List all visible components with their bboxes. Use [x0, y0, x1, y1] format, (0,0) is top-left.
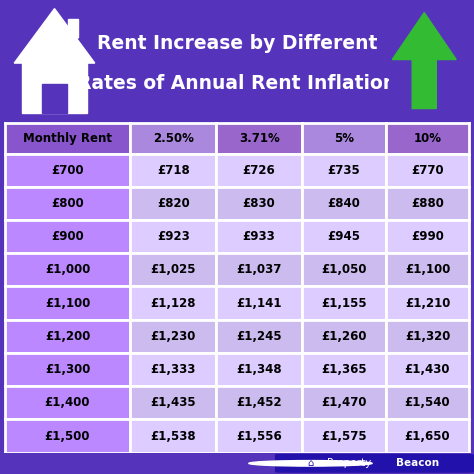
- Text: £933: £933: [243, 230, 275, 243]
- Text: £770: £770: [411, 164, 444, 177]
- Text: £1,100: £1,100: [405, 264, 450, 276]
- Text: £1,050: £1,050: [321, 264, 366, 276]
- Text: £1,452: £1,452: [236, 396, 282, 410]
- Text: £1,210: £1,210: [405, 297, 450, 310]
- Text: £1,333: £1,333: [150, 363, 196, 376]
- Text: £1,128: £1,128: [150, 297, 196, 310]
- Text: £1,320: £1,320: [405, 330, 450, 343]
- Text: Monthly Rent: Monthly Rent: [23, 132, 112, 145]
- Text: £726: £726: [243, 164, 275, 177]
- Text: £1,100: £1,100: [45, 297, 90, 310]
- Text: £1,025: £1,025: [150, 264, 196, 276]
- Text: Rates of Annual Rent Inflation: Rates of Annual Rent Inflation: [77, 74, 397, 93]
- Text: £1,348: £1,348: [236, 363, 282, 376]
- Text: 5%: 5%: [334, 132, 354, 145]
- Text: 3.71%: 3.71%: [239, 132, 280, 145]
- Text: £830: £830: [243, 197, 275, 210]
- Polygon shape: [14, 9, 95, 63]
- Polygon shape: [22, 61, 87, 113]
- Text: £1,650: £1,650: [405, 429, 450, 443]
- Text: Property: Property: [327, 458, 374, 468]
- Text: £1,155: £1,155: [321, 297, 367, 310]
- Polygon shape: [42, 84, 66, 113]
- Text: £800: £800: [51, 197, 84, 210]
- Text: £923: £923: [157, 230, 190, 243]
- Text: £1,575: £1,575: [321, 429, 367, 443]
- Polygon shape: [392, 13, 456, 109]
- Text: £880: £880: [411, 197, 444, 210]
- Text: £1,000: £1,000: [45, 264, 90, 276]
- Text: £1,230: £1,230: [150, 330, 196, 343]
- Text: 2.50%: 2.50%: [153, 132, 193, 145]
- Text: £900: £900: [51, 230, 84, 243]
- Text: £1,435: £1,435: [150, 396, 196, 410]
- Text: £735: £735: [328, 164, 360, 177]
- Text: £700: £700: [51, 164, 84, 177]
- Polygon shape: [68, 19, 78, 46]
- Text: £1,500: £1,500: [45, 429, 90, 443]
- Text: £1,365: £1,365: [321, 363, 367, 376]
- Text: £1,037: £1,037: [237, 264, 282, 276]
- Text: £718: £718: [157, 164, 190, 177]
- Circle shape: [249, 461, 372, 466]
- Text: £820: £820: [157, 197, 190, 210]
- Text: £990: £990: [411, 230, 444, 243]
- Text: £1,200: £1,200: [45, 330, 90, 343]
- Text: £1,245: £1,245: [236, 330, 282, 343]
- Text: Beacon: Beacon: [396, 458, 439, 468]
- Text: Rent Increase by Different: Rent Increase by Different: [97, 34, 377, 53]
- Text: £1,470: £1,470: [321, 396, 366, 410]
- Text: £1,538: £1,538: [150, 429, 196, 443]
- Text: £1,300: £1,300: [45, 363, 90, 376]
- Text: £1,556: £1,556: [236, 429, 282, 443]
- Text: £1,540: £1,540: [405, 396, 450, 410]
- Text: £1,430: £1,430: [405, 363, 450, 376]
- Text: £840: £840: [328, 197, 360, 210]
- Text: ⌂: ⌂: [307, 458, 314, 468]
- Text: £945: £945: [328, 230, 360, 243]
- Text: £1,260: £1,260: [321, 330, 366, 343]
- FancyBboxPatch shape: [275, 454, 474, 473]
- Text: £1,400: £1,400: [45, 396, 90, 410]
- Text: 10%: 10%: [413, 132, 441, 145]
- Text: £1,141: £1,141: [237, 297, 282, 310]
